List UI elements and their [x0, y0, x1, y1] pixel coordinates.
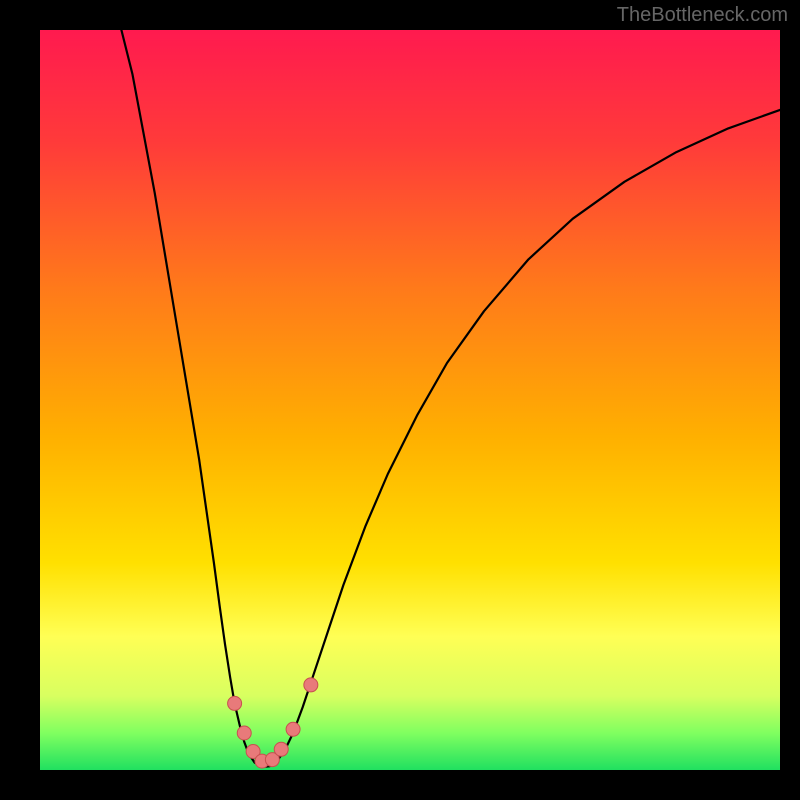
data-marker [274, 742, 288, 756]
data-marker [286, 722, 300, 736]
data-marker [304, 678, 318, 692]
bottleneck-chart [0, 0, 800, 800]
data-marker [228, 696, 242, 710]
watermark-text: TheBottleneck.com [617, 4, 788, 27]
plot-background [40, 30, 780, 770]
data-marker [237, 726, 251, 740]
chart-container: TheBottleneck.com [0, 0, 800, 800]
